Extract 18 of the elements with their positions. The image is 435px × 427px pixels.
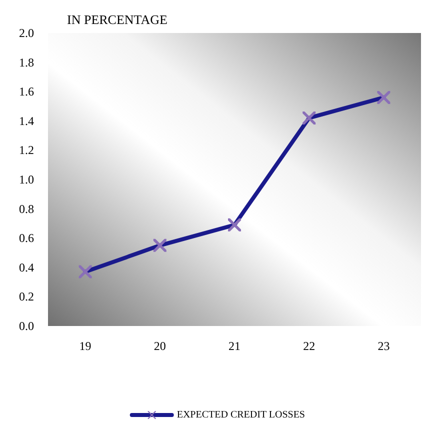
y-tick-label: 1.8 <box>19 55 34 70</box>
x-tick-label: 22 <box>303 339 316 353</box>
x-tick-label: 21 <box>228 339 240 353</box>
x-tick-label: 23 <box>378 339 390 353</box>
y-tick-label: 2.0 <box>19 26 34 40</box>
legend-label: EXPECTED CREDIT LOSSES <box>176 410 305 420</box>
y-tick-label: 0.0 <box>19 319 34 333</box>
y-tick-label: 0.8 <box>19 202 34 216</box>
x-tick-label: 19 <box>79 339 92 353</box>
y-tick-label: 0.4 <box>19 260 34 274</box>
chart-title: IN PERCENTAGE <box>67 12 168 27</box>
x-tick-label: 20 <box>154 339 166 353</box>
y-tick-label: 0.6 <box>19 231 34 246</box>
y-tick-label: 1.2 <box>19 143 34 158</box>
y-tick-label: 1.6 <box>19 84 34 99</box>
y-tick-label: 1.0 <box>19 172 34 186</box>
y-tick-label: 1.4 <box>19 114 34 128</box>
y-tick-label: 0.2 <box>19 290 34 304</box>
